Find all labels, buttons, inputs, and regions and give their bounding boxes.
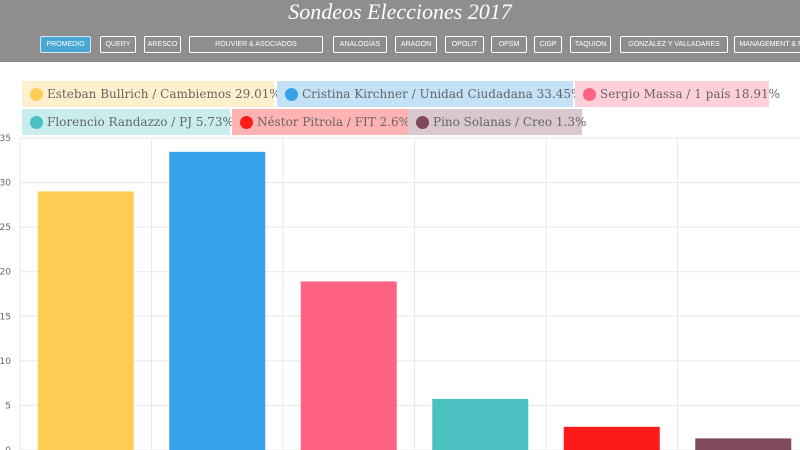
bar: [563, 426, 660, 450]
legend-item[interactable]: Néstor Pitrola / FIT 2.6%: [232, 109, 411, 135]
y-tick-label: 0: [5, 446, 11, 450]
legend-color-dot: [285, 88, 298, 101]
legend-color-dot: [30, 88, 43, 101]
nav-button-gonz-lez-y-valladares[interactable]: GONZÁLEZ Y VALLADARES: [620, 36, 728, 53]
legend-item[interactable]: Cristina Kirchner / Unidad Ciudadana 33.…: [277, 81, 582, 107]
y-tick-label: 5: [5, 401, 11, 411]
bar-chart: 0 5 10 15 20 25 30 35: [0, 130, 800, 450]
y-tick-label: 20: [0, 268, 11, 278]
legend-item[interactable]: Esteban Bullrich / Cambiemos 29.01%: [22, 81, 281, 107]
nav-button-promedio[interactable]: PROMEDIO: [40, 36, 91, 53]
bar: [695, 438, 792, 450]
legend-label: Esteban Bullrich / Cambiemos 29.01%: [47, 87, 281, 101]
legend-color-dot: [30, 116, 43, 129]
legend-color-dot: [240, 116, 253, 129]
legend-label: Florencio Randazzo / PJ 5.73%: [47, 115, 234, 129]
pollster-nav: PROMEDIO QUERY ARESCO ROUVIER & ASOCIADOS AN…: [40, 36, 800, 53]
bar: [37, 191, 134, 450]
nav-button-cigp[interactable]: CIGP: [534, 36, 562, 53]
legend-label: Sergio Massa / 1 país 18.91%: [600, 87, 781, 101]
legend-color-dot: [416, 116, 429, 129]
legend-item[interactable]: Sergio Massa / 1 país 18.91%: [575, 81, 780, 107]
legend-item[interactable]: Florencio Randazzo / PJ 5.73%: [22, 109, 234, 135]
page-title: Sondeos Elecciones 2017: [288, 0, 512, 24]
y-tick-label: 10: [0, 357, 11, 367]
legend-color-dot: [583, 88, 596, 101]
nav-button-analog-as[interactable]: ANALOGÍAS: [333, 36, 387, 53]
nav-button-taquion[interactable]: TAQUION: [570, 36, 611, 53]
bar-chart-svg: 0 5 10 15 20 25 30 35: [0, 134, 800, 450]
nav-button-rouvier-asociados[interactable]: ROUVIER & ASOCIADOS: [189, 36, 323, 53]
nav-button-opolit[interactable]: OPOLIT: [445, 36, 484, 53]
y-tick-label: 30: [0, 179, 11, 189]
legend-label: Cristina Kirchner / Unidad Ciudadana 33.…: [302, 87, 583, 101]
y-tick-label: 25: [0, 223, 11, 233]
nav-button-aresco[interactable]: ARESCO: [144, 36, 181, 53]
nav-button-opsm[interactable]: OPSM: [491, 36, 527, 53]
nav-button-query[interactable]: QUERY: [100, 36, 136, 53]
bar: [169, 151, 266, 450]
bar: [300, 281, 397, 450]
nav-button-aragon[interactable]: ARAGON: [395, 36, 437, 53]
y-tick-label: 35: [0, 134, 11, 144]
header-bar: Sondeos Elecciones 2017 PROMEDIO QUERY ARE…: [0, 0, 800, 62]
bar: [432, 398, 529, 450]
legend-item[interactable]: Pino Solanas / Creo 1.3%: [408, 109, 586, 135]
y-tick-label: 15: [0, 312, 11, 322]
legend-label: Néstor Pitrola / FIT 2.6%: [257, 115, 411, 129]
legend-label: Pino Solanas / Creo 1.3%: [433, 115, 587, 129]
nav-button-management-fit[interactable]: MANAGEMENT & FIT: [734, 36, 800, 53]
